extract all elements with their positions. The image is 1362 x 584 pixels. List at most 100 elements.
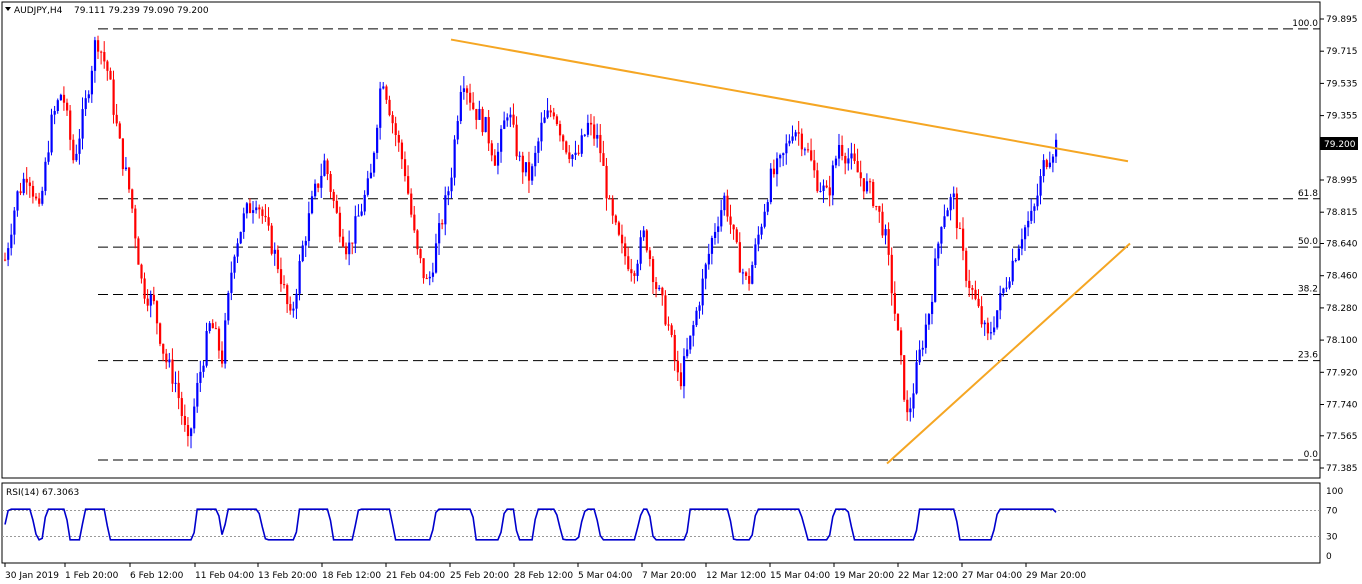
candle-body [177, 382, 180, 399]
candle-body [1030, 210, 1033, 221]
candle-body [410, 193, 413, 215]
candle-body [881, 211, 884, 236]
rsi-tick-label: 100 [1326, 487, 1343, 497]
candle-body [977, 298, 980, 307]
candle-body [512, 114, 515, 125]
candle-body [363, 194, 366, 212]
rsi-axis: 100 70 30 0 [1326, 487, 1343, 562]
candle-body [713, 231, 717, 238]
candle-body [267, 217, 270, 226]
candle-body [850, 153, 853, 159]
candle-body [134, 208, 137, 239]
rsi-tick-label: 30 [1326, 533, 1338, 543]
candle-body [239, 231, 242, 244]
candle-body [853, 153, 856, 162]
candle-body [53, 110, 56, 115]
candle-body [273, 249, 276, 254]
candle-body [186, 425, 190, 437]
candle-body [66, 102, 69, 111]
candle-body [937, 243, 940, 259]
candle-body [400, 142, 404, 160]
candle-body [478, 108, 481, 120]
candle-body [862, 178, 865, 192]
time-tick-label: 27 Mar 04:00 [962, 571, 1022, 581]
candle-body [205, 330, 208, 366]
candle-body [317, 183, 320, 188]
candle-body [955, 193, 958, 229]
candle-body [593, 124, 596, 139]
candle-body [227, 292, 230, 321]
candle-body [1011, 260, 1014, 282]
candle-body [283, 284, 286, 286]
price-tick-label: 78.280 [1326, 304, 1358, 314]
candle-body [183, 415, 187, 426]
time-tick-label: 12 Mar 12:00 [706, 571, 766, 581]
candle-body [59, 94, 63, 101]
candle-body [744, 272, 748, 276]
candle-body [782, 153, 785, 156]
price-tick-label: 77.385 [1326, 464, 1358, 474]
candle-body [540, 122, 543, 142]
candle-body [31, 185, 35, 197]
candle-body [484, 117, 487, 133]
candle-body [624, 243, 627, 257]
candle-body [679, 372, 683, 387]
candle-body [276, 249, 280, 270]
candle-body [149, 294, 152, 306]
candle-body [137, 238, 140, 265]
candle-body [794, 132, 797, 137]
candle-body [934, 258, 937, 302]
candle-body [214, 328, 218, 330]
candle-body [403, 159, 407, 177]
candle-body [596, 134, 599, 139]
candle-body [844, 155, 847, 164]
candle-body [292, 308, 295, 311]
candle-body [503, 120, 506, 129]
candle-body [298, 261, 301, 294]
price-tick-label: 79.715 [1326, 47, 1358, 57]
candle-body [407, 176, 410, 194]
candle-body [10, 234, 13, 249]
candle-body [698, 305, 701, 311]
candle-body [689, 335, 692, 350]
candle-body [673, 334, 676, 361]
current-price-badge [1320, 137, 1358, 150]
support-trendline [886, 242, 1131, 465]
candle-body [248, 203, 252, 213]
candle-body [946, 210, 949, 217]
candle-body [968, 280, 971, 288]
candle-body [97, 40, 100, 52]
fib-label: 61.8 [1298, 189, 1318, 199]
time-tick-label: 25 Feb 20:00 [450, 571, 509, 581]
time-tick-label: 5 Mar 04:00 [578, 571, 633, 581]
candle-body [856, 161, 859, 173]
candle-body [965, 250, 968, 281]
candle-body [543, 117, 546, 123]
trendlines [450, 38, 1131, 465]
price-tick-label: 78.100 [1326, 336, 1358, 346]
candle-body [1045, 160, 1048, 167]
candle-body [279, 269, 283, 285]
candles [4, 35, 1058, 449]
candle-body [481, 108, 484, 133]
candle-body [924, 324, 927, 348]
candle-body [890, 254, 893, 294]
candle-body [348, 242, 351, 255]
candle-body [766, 202, 769, 212]
price-tick-label: 77.920 [1326, 368, 1358, 378]
candle-body [131, 189, 134, 209]
candle-body [676, 360, 679, 373]
symbol-dropdown-icon[interactable] [5, 7, 11, 11]
candle-body [1027, 220, 1030, 228]
candle-body [834, 158, 838, 166]
candle-body [515, 124, 518, 157]
candle-body [1008, 281, 1011, 288]
candle-body [469, 92, 472, 103]
candle-body [903, 355, 906, 400]
fib-label: 38.2 [1298, 284, 1318, 294]
candle-body [28, 182, 32, 186]
candle-body [202, 365, 205, 372]
candle-body [816, 170, 819, 192]
price-tick-label: 77.565 [1326, 432, 1358, 442]
